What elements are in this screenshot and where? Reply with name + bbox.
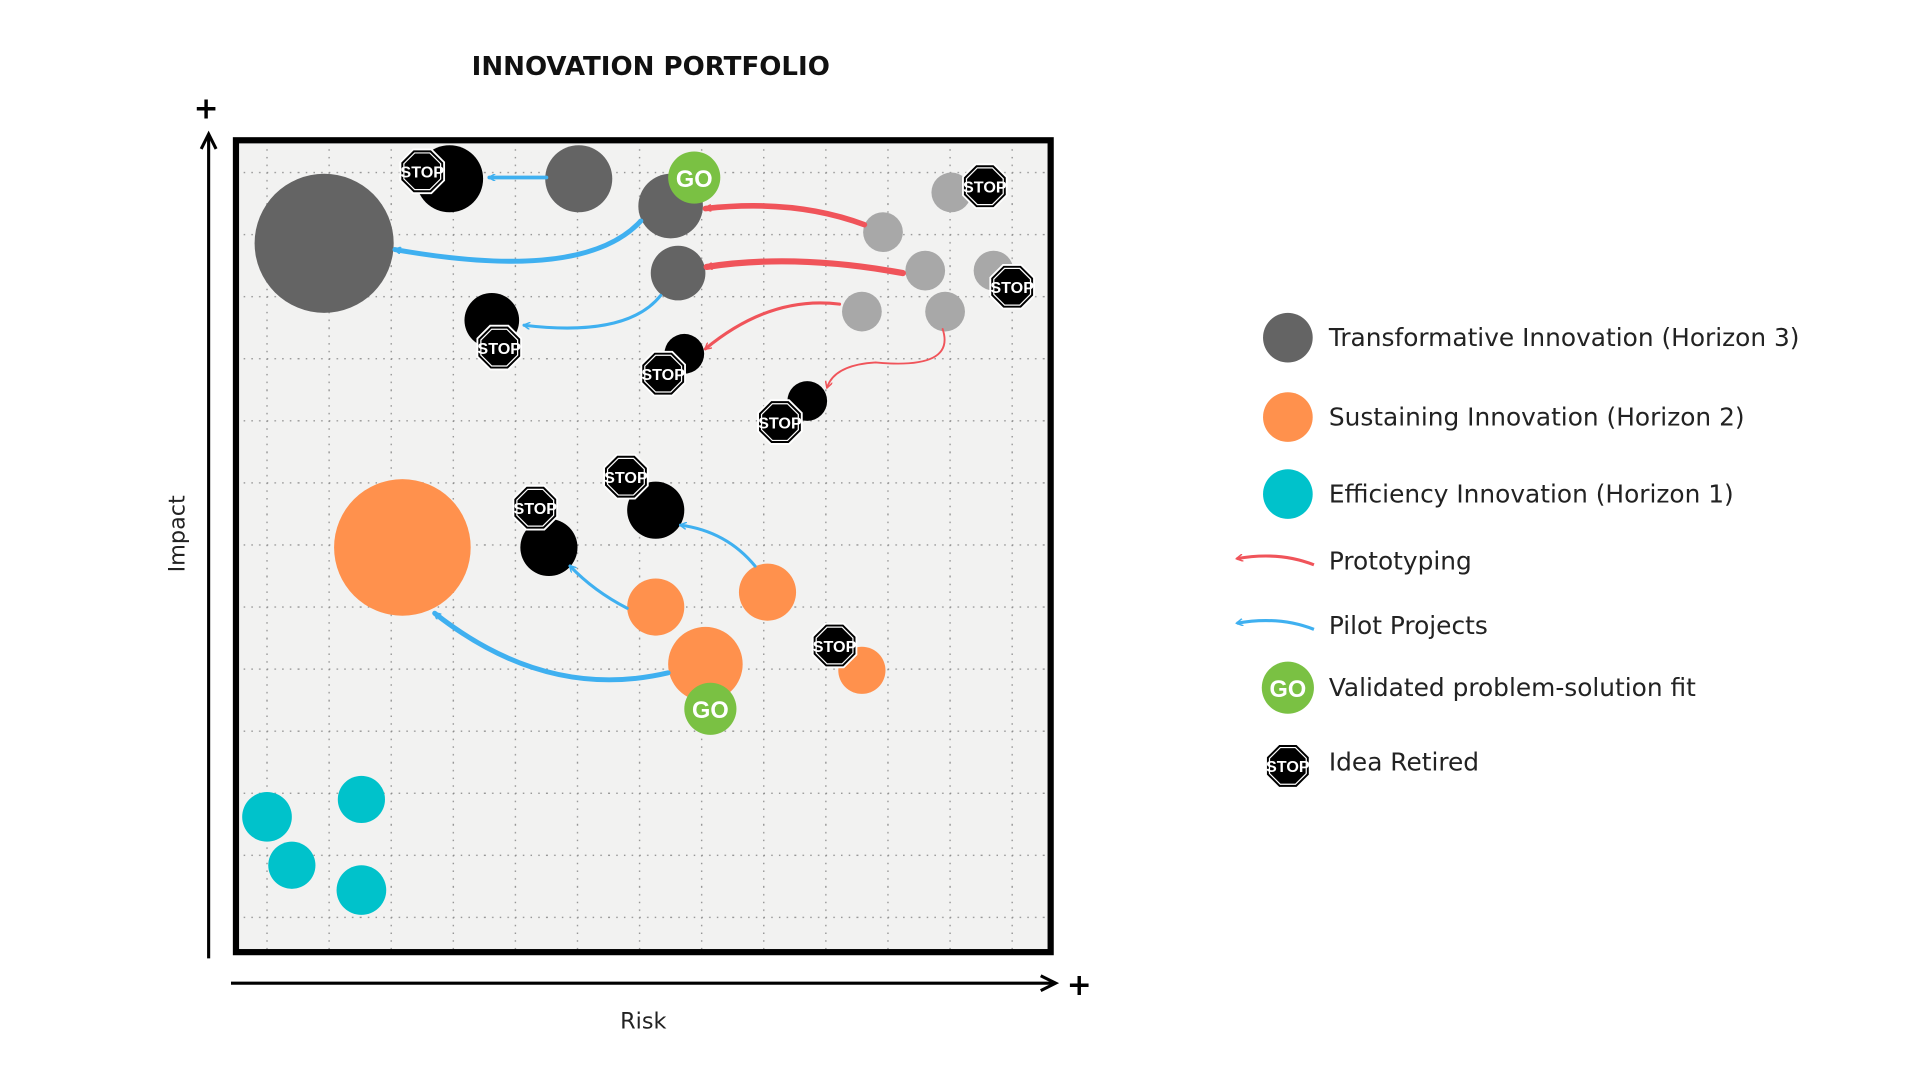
stop-sign-ring bbox=[815, 626, 854, 665]
x-axis-head bbox=[1040, 974, 1060, 993]
legend: Transformative Innovation (Horizon 3) Sus… bbox=[1237, 312, 1800, 789]
stop-label: STOP bbox=[758, 414, 802, 432]
legend-swatch bbox=[1263, 392, 1313, 442]
initiative bbox=[545, 145, 613, 213]
stop-sign-ring bbox=[403, 152, 442, 191]
go-label: GO bbox=[692, 697, 729, 723]
title: INNOVATION PORTFOLIO bbox=[472, 52, 830, 82]
stop-sign bbox=[811, 622, 858, 669]
legend-label: Prototyping bbox=[1329, 547, 1472, 576]
y-plus: + bbox=[194, 92, 219, 127]
pilot-arrow bbox=[432, 610, 671, 683]
initiative bbox=[650, 245, 706, 301]
stop-label: STOP bbox=[400, 164, 444, 182]
initiative bbox=[242, 792, 292, 842]
prototype-arrow bbox=[705, 301, 842, 351]
pilot-arrow bbox=[392, 218, 644, 264]
legend-swatch bbox=[1263, 312, 1313, 363]
go-sign bbox=[668, 151, 721, 204]
stop-sign bbox=[1265, 743, 1311, 789]
x-label: Risk bbox=[620, 1009, 666, 1035]
initiative bbox=[254, 173, 394, 313]
stop-sign-ring bbox=[993, 267, 1032, 306]
stop-sign-ring bbox=[606, 457, 645, 496]
initiative bbox=[925, 291, 965, 332]
y-axis-head bbox=[199, 130, 218, 150]
initiative bbox=[336, 865, 387, 915]
stop-label: STOP bbox=[963, 178, 1007, 196]
y-label: Impact bbox=[165, 495, 191, 572]
initiative bbox=[931, 172, 972, 213]
initiative bbox=[627, 578, 685, 636]
stop-label: STOP bbox=[604, 469, 648, 487]
prototype-arrow bbox=[827, 328, 946, 387]
stop-sign bbox=[603, 453, 649, 500]
stop-label: STOP bbox=[1266, 758, 1310, 776]
stop-label: STOP bbox=[641, 366, 685, 384]
go-sign bbox=[1261, 661, 1314, 714]
go-sign bbox=[684, 682, 737, 735]
stop-sign-ring bbox=[965, 167, 1004, 206]
transitions bbox=[392, 178, 946, 683]
initiative bbox=[905, 250, 946, 291]
stop-sign-ring bbox=[760, 403, 799, 442]
plot-frame bbox=[232, 137, 1054, 956]
stop-sign bbox=[476, 324, 523, 371]
legend-label: Sustaining Innovation (Horizon 2) bbox=[1329, 403, 1745, 432]
legend-label: Validated problem-solution fit bbox=[1329, 673, 1696, 702]
initiative bbox=[268, 841, 316, 889]
initiative bbox=[668, 626, 743, 702]
initiative bbox=[337, 775, 385, 824]
legend-label: Transformative Innovation (Horizon 3) bbox=[1328, 323, 1800, 352]
prototype-arrow bbox=[702, 203, 868, 228]
axes: + + Impact Risk bbox=[165, 92, 1092, 1035]
go-label: GO bbox=[1270, 676, 1307, 702]
badges: STOP STOP STOP STOP STOP STOP STOP STOP STOP GO GO bbox=[399, 148, 1035, 735]
stop-sign-ring bbox=[1268, 746, 1307, 785]
stop-sign bbox=[399, 148, 446, 195]
initiative bbox=[627, 481, 685, 539]
initiative bbox=[738, 563, 797, 621]
stop-sign bbox=[989, 263, 1035, 310]
legend-label: Idea Retired bbox=[1329, 748, 1479, 777]
pilot-arrow bbox=[524, 293, 663, 328]
stop-label: STOP bbox=[477, 340, 521, 358]
initiative bbox=[520, 518, 578, 576]
initiative bbox=[863, 212, 903, 252]
stop-label: STOP bbox=[513, 500, 557, 518]
x-plus: + bbox=[1067, 968, 1092, 1003]
stop-label: STOP bbox=[990, 279, 1034, 297]
legend-swatch bbox=[1263, 469, 1313, 519]
stop-sign bbox=[640, 350, 686, 397]
legend-label: Pilot Projects bbox=[1329, 611, 1488, 640]
legend-line bbox=[1237, 556, 1315, 567]
legend-label: Efficiency Innovation (Horizon 1) bbox=[1329, 480, 1734, 509]
stop-sign bbox=[757, 399, 803, 445]
stop-label: STOP bbox=[813, 638, 857, 656]
stop-sign bbox=[962, 163, 1008, 209]
pilot-arrow bbox=[681, 525, 757, 568]
stop-sign-ring bbox=[516, 488, 555, 527]
initiative bbox=[842, 291, 882, 332]
stop-sign-ring bbox=[644, 354, 683, 393]
stop-sign-ring bbox=[480, 328, 519, 367]
prototype-arrow bbox=[703, 258, 906, 277]
legend-line bbox=[1237, 621, 1315, 631]
stop-sign bbox=[512, 484, 559, 531]
initiative bbox=[334, 479, 471, 616]
go-label: GO bbox=[676, 166, 713, 192]
pilot-arrow bbox=[570, 566, 629, 610]
